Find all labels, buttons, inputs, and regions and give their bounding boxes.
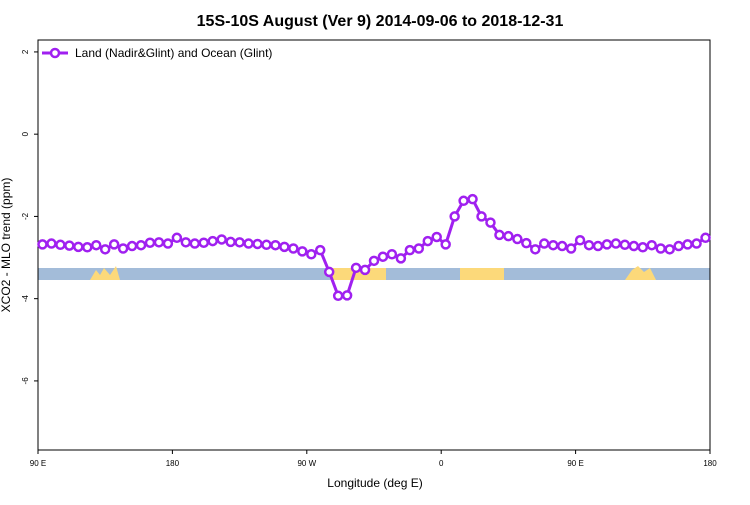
data-point xyxy=(252,238,263,250)
data-point xyxy=(171,232,183,244)
data-point xyxy=(64,240,75,251)
data-point xyxy=(243,238,254,249)
data-point xyxy=(458,195,469,207)
data-point xyxy=(279,241,290,253)
data-point xyxy=(46,238,57,249)
y-tick-label: -6 xyxy=(21,377,30,385)
y-tick-label: 0 xyxy=(21,131,30,136)
data-point xyxy=(574,235,586,246)
data-point xyxy=(99,244,111,255)
data-point xyxy=(700,232,711,244)
data-point xyxy=(377,251,389,262)
x-tick-label: 180 xyxy=(703,459,717,468)
data-point xyxy=(628,240,640,252)
data-point xyxy=(288,243,299,254)
data-point xyxy=(547,239,559,251)
x-tick-label: 90 W xyxy=(297,459,316,468)
land-ocean-band xyxy=(38,266,710,280)
data-point xyxy=(117,243,129,254)
data-point xyxy=(422,235,434,247)
data-point xyxy=(592,240,604,252)
data-point xyxy=(37,239,48,250)
data-point xyxy=(691,238,702,249)
legend-label: Land (Nadir&Glint) and Ocean (Glint) xyxy=(75,46,272,60)
data-point xyxy=(503,230,514,242)
data-point xyxy=(341,290,353,301)
data-point xyxy=(431,231,442,243)
data-point xyxy=(494,229,505,241)
data-point xyxy=(583,239,595,251)
legend: Land (Nadir&Glint) and Ocean (Glint) xyxy=(42,46,272,60)
data-point xyxy=(673,240,684,252)
data-point xyxy=(198,237,210,248)
data-point xyxy=(332,290,344,302)
data-point xyxy=(565,243,577,254)
data-point xyxy=(270,239,281,251)
chart-title: 15S-10S August (Ver 9) 2014-09-06 to 201… xyxy=(197,13,564,30)
data-point xyxy=(314,244,326,256)
data-point xyxy=(601,239,613,250)
data-point xyxy=(655,243,666,254)
data-point xyxy=(180,237,192,248)
data-point xyxy=(297,246,308,257)
y-tick-label: 2 xyxy=(21,49,30,54)
data-point xyxy=(476,211,487,222)
data-point xyxy=(162,238,174,249)
data-point xyxy=(359,264,371,276)
x-tick-label: 90 E xyxy=(567,459,583,468)
data-point xyxy=(153,237,165,248)
data-point xyxy=(538,238,550,249)
data-point xyxy=(440,239,451,250)
data-point xyxy=(126,240,138,252)
data-point xyxy=(189,238,201,249)
data-point xyxy=(610,238,622,249)
y-tick-label: -2 xyxy=(21,212,30,220)
x-tick-label: 90 E xyxy=(30,459,46,468)
x-tick-label: 0 xyxy=(439,459,444,468)
data-point xyxy=(135,239,147,251)
data-point xyxy=(395,253,407,264)
data-point xyxy=(368,255,380,267)
y-tick-label: -4 xyxy=(21,295,30,303)
data-point xyxy=(404,244,416,256)
data-point xyxy=(73,241,84,253)
data-point xyxy=(82,242,93,253)
data-point xyxy=(682,239,693,250)
data-point xyxy=(467,193,478,205)
data-point xyxy=(225,236,236,248)
data-point xyxy=(637,242,649,253)
data-point xyxy=(350,262,362,274)
data-point xyxy=(530,244,541,255)
data-point xyxy=(261,239,272,251)
y-axis-label: XCO2 - MLO trend (ppm) xyxy=(0,178,13,313)
data-point xyxy=(386,249,398,260)
data-point xyxy=(449,211,460,222)
data-point xyxy=(512,233,523,245)
data-point xyxy=(323,266,335,278)
data-point xyxy=(108,239,120,250)
data-point xyxy=(664,244,675,255)
data-point xyxy=(55,239,66,251)
data-point xyxy=(485,217,496,228)
x-axis-label: Longitude (deg E) xyxy=(327,476,422,490)
data-point xyxy=(144,237,156,248)
data-point xyxy=(619,239,631,251)
x-tick-label: 180 xyxy=(166,459,180,468)
data-point xyxy=(207,235,218,247)
data-point xyxy=(646,239,658,251)
data-point xyxy=(234,237,245,248)
data-point xyxy=(556,240,568,252)
data-point xyxy=(413,243,425,254)
data-point xyxy=(521,237,532,249)
data-point xyxy=(216,234,227,245)
data-point xyxy=(306,249,317,260)
data-point xyxy=(90,239,102,251)
